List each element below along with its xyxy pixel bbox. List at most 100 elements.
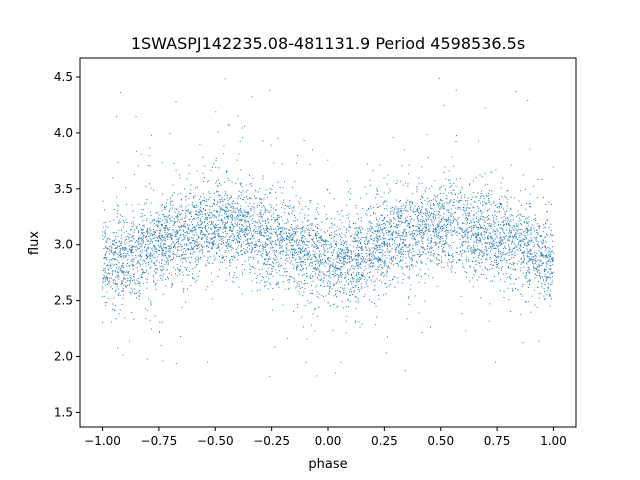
data-point [114,283,116,285]
data-point [130,229,132,230]
data-point [397,264,399,266]
data-point [462,244,464,246]
data-point [418,226,420,228]
data-point [523,246,525,248]
data-point [384,259,386,261]
data-point [288,282,290,283]
data-point [233,234,235,236]
data-point [491,261,493,263]
data-point [228,209,230,211]
data-point [297,306,298,308]
data-point [316,295,318,297]
data-point [537,179,539,181]
data-point [493,221,495,223]
data-point [106,279,108,281]
data-point [327,302,329,304]
data-point [133,276,135,278]
data-point [438,232,440,234]
data-point [171,274,173,276]
data-point [449,182,451,184]
data-point [343,264,345,266]
data-point [226,171,228,173]
data-point [262,178,264,180]
data-point [420,221,422,223]
data-point [347,249,349,251]
data-point [468,207,470,209]
data-point [241,230,243,232]
data-point [375,213,377,215]
data-point [279,187,281,188]
data-point [399,255,401,257]
data-point [153,262,155,264]
data-point [472,196,474,198]
data-point [217,230,219,232]
data-point [126,270,128,272]
data-point [437,232,439,234]
data-point [356,280,358,282]
data-point [441,225,443,227]
data-point [236,251,238,253]
data-point [476,239,478,241]
data-point [287,254,289,256]
data-point [267,238,269,240]
data-point [225,211,227,213]
data-point [499,290,501,292]
data-point [200,207,201,209]
data-point [120,244,122,246]
data-point [262,250,264,252]
data-point [395,232,397,234]
data-point [279,265,281,267]
data-point [217,243,219,245]
data-point [506,235,508,237]
data-point [316,237,317,239]
data-point [171,235,173,237]
data-point [243,215,244,217]
data-point [437,203,438,205]
data-point [339,275,341,277]
data-point [524,275,526,277]
data-point [244,229,246,231]
data-point [231,203,233,205]
data-point [395,248,397,250]
data-point [266,226,268,228]
data-point [446,201,448,203]
data-point [548,259,550,261]
data-point [304,238,306,240]
data-point [104,232,106,234]
data-point [526,250,528,252]
data-point [511,243,512,245]
data-point [177,232,179,234]
data-point [314,246,316,248]
data-point [229,236,231,238]
data-point [422,237,423,239]
data-point [206,231,208,233]
data-point [422,251,424,253]
data-point [506,224,508,226]
data-point [221,214,223,216]
data-point [500,228,502,230]
data-point [109,220,111,222]
data-point [509,229,511,231]
data-point [245,219,247,221]
data-point [130,247,132,249]
data-point [418,312,420,314]
data-point [408,276,410,278]
data-point [512,241,514,243]
data-point [315,286,317,288]
data-point [109,264,111,266]
data-point [349,198,351,200]
data-point [221,223,223,225]
data-point [525,230,527,232]
data-point [160,238,162,240]
data-point [311,284,313,286]
data-point [229,265,231,267]
data-point [165,224,167,226]
data-point [233,226,234,228]
data-point [521,251,523,253]
data-point [169,246,171,248]
data-point [526,255,528,257]
data-point [147,243,149,245]
data-point [113,232,115,234]
data-point [384,274,386,276]
data-point [247,198,249,200]
